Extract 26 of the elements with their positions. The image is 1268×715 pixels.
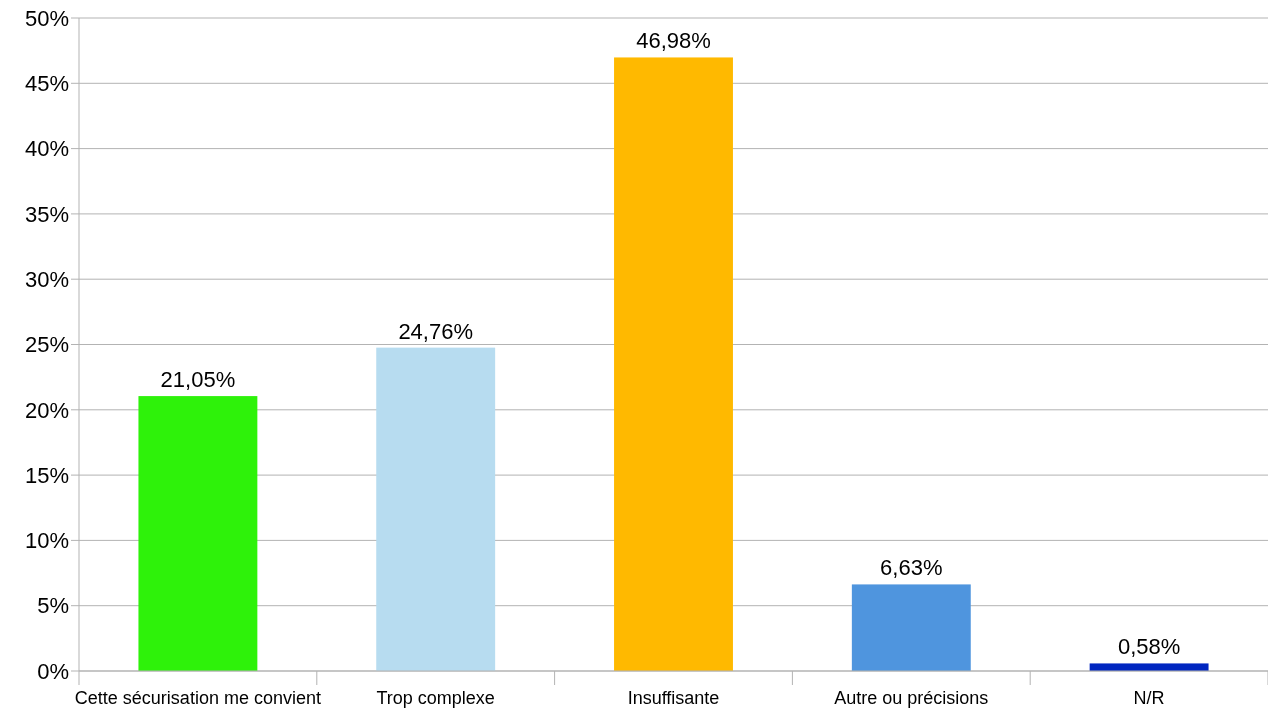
- y-tick-label: 30%: [24, 266, 69, 292]
- x-tick-label: N/R: [1133, 688, 1165, 708]
- y-tick-label: 0%: [37, 658, 69, 684]
- y-tick-label: 15%: [24, 462, 69, 488]
- y-tick-label: 25%: [24, 332, 69, 358]
- y-tick-label: 35%: [24, 201, 69, 227]
- data-label: 21,05%: [160, 367, 236, 393]
- x-tick-label: Trop complexe: [376, 688, 495, 708]
- data-label: 24,76%: [398, 318, 474, 344]
- y-tick-label: 45%: [24, 71, 69, 96]
- bar: [138, 396, 258, 671]
- x-tick-label: Cette sécurisation me convient: [74, 688, 321, 708]
- y-tick-label: 40%: [24, 136, 69, 162]
- data-label: 0,58%: [1117, 634, 1181, 660]
- bar: [851, 584, 971, 671]
- bar: [1089, 663, 1209, 671]
- y-tick-label: 50%: [24, 5, 69, 31]
- data-label: 46,98%: [636, 28, 711, 54]
- y-tick-label: 5%: [37, 593, 69, 619]
- bar: [376, 347, 496, 671]
- bar: [614, 57, 733, 671]
- data-label: 6,63%: [880, 555, 943, 581]
- x-tick-label: Autre ou précisions: [834, 688, 989, 708]
- y-tick-label: 10%: [24, 528, 69, 554]
- x-tick-label: Insuffisante: [627, 688, 720, 708]
- y-tick-label: 20%: [24, 397, 69, 423]
